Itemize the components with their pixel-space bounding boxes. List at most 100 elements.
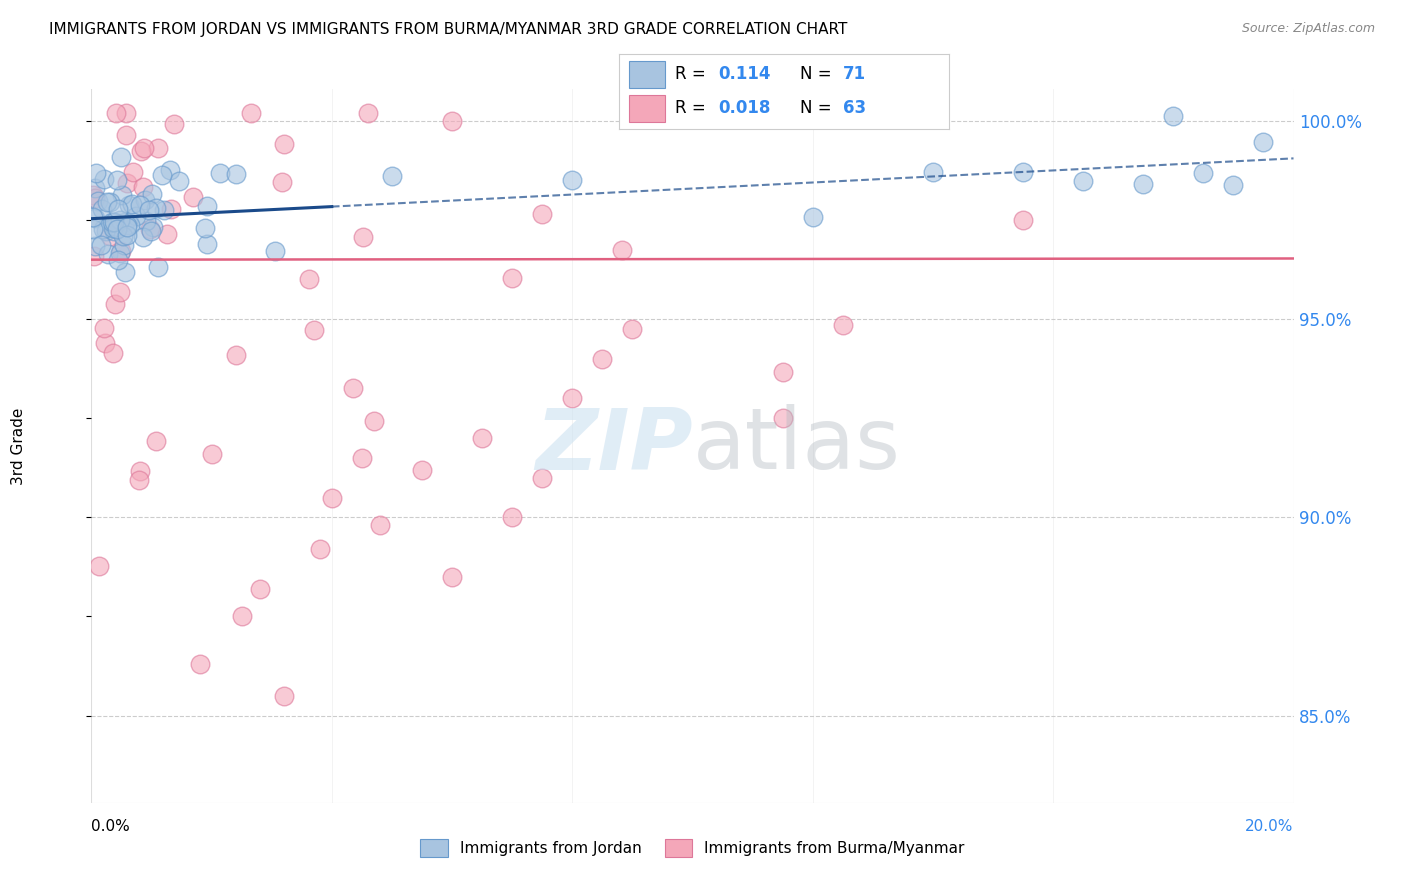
- Text: Source: ZipAtlas.com: Source: ZipAtlas.com: [1241, 22, 1375, 36]
- Point: [146, 141, 169, 155]
- Point: [531, 471, 554, 485]
- Point: [156, 227, 179, 241]
- Point: [363, 413, 385, 427]
- Point: [94, 335, 117, 350]
- Point: [471, 431, 494, 445]
- Point: [87, 194, 110, 208]
- Point: [209, 166, 232, 180]
- Point: [118, 218, 141, 232]
- Point: [132, 180, 155, 194]
- Point: [501, 510, 523, 524]
- Point: [1161, 109, 1184, 123]
- Point: [84, 181, 107, 195]
- Point: [440, 113, 463, 128]
- Point: [610, 243, 633, 257]
- Text: 3rd Grade: 3rd Grade: [11, 408, 25, 484]
- Point: [103, 221, 125, 235]
- Bar: [628, 62, 665, 87]
- Point: [101, 215, 124, 229]
- Point: [111, 187, 134, 202]
- Point: [153, 203, 176, 218]
- Point: [145, 201, 167, 215]
- Point: [139, 224, 162, 238]
- Point: [98, 194, 121, 209]
- Text: IMMIGRANTS FROM JORDAN VS IMMIGRANTS FROM BURMA/MYANMAR 3RD GRADE CORRELATION CH: IMMIGRANTS FROM JORDAN VS IMMIGRANTS FRO…: [49, 22, 848, 37]
- Text: 63: 63: [844, 100, 866, 118]
- Point: [84, 211, 107, 226]
- Point: [368, 518, 391, 533]
- Point: [298, 272, 321, 286]
- Point: [115, 228, 138, 243]
- Text: 0.018: 0.018: [718, 100, 770, 118]
- Point: [115, 220, 138, 235]
- Point: [84, 166, 107, 180]
- Text: N =: N =: [800, 65, 837, 83]
- Point: [114, 106, 136, 120]
- Point: [110, 244, 132, 259]
- Point: [129, 144, 152, 158]
- Point: [103, 219, 125, 233]
- Point: [249, 582, 271, 596]
- Point: [150, 168, 173, 182]
- Point: [357, 106, 380, 120]
- Point: [110, 150, 132, 164]
- Point: [110, 213, 132, 227]
- Point: [264, 244, 287, 259]
- Point: [273, 136, 295, 151]
- Point: [231, 609, 253, 624]
- Point: [195, 237, 218, 252]
- Point: [801, 211, 824, 225]
- Point: [124, 209, 146, 223]
- Point: [273, 689, 295, 703]
- Point: [181, 190, 204, 204]
- Point: [225, 348, 247, 362]
- Point: [82, 188, 104, 202]
- Point: [1012, 213, 1035, 227]
- Text: 20.0%: 20.0%: [1246, 819, 1294, 834]
- Point: [621, 322, 644, 336]
- Point: [591, 351, 613, 366]
- Point: [107, 252, 129, 267]
- Point: [121, 197, 143, 211]
- Point: [83, 239, 105, 253]
- Point: [321, 491, 343, 505]
- Point: [561, 173, 583, 187]
- Point: [101, 346, 124, 360]
- Text: atlas: atlas: [692, 404, 900, 488]
- Point: [350, 450, 373, 465]
- Point: [138, 202, 160, 217]
- Point: [352, 230, 374, 244]
- Point: [1253, 135, 1275, 149]
- Point: [91, 202, 114, 217]
- Point: [103, 297, 125, 311]
- Point: [304, 323, 326, 337]
- Point: [97, 246, 120, 260]
- Point: [121, 165, 143, 179]
- Point: [308, 542, 330, 557]
- Point: [82, 210, 104, 224]
- Point: [89, 558, 111, 573]
- Point: [111, 229, 134, 244]
- Point: [110, 245, 132, 260]
- Text: 0.0%: 0.0%: [91, 819, 131, 834]
- Point: [114, 215, 136, 229]
- Point: [922, 165, 945, 179]
- Point: [135, 214, 157, 228]
- Point: [82, 222, 104, 236]
- Point: [772, 411, 794, 425]
- Point: [440, 570, 463, 584]
- Point: [160, 202, 183, 216]
- Point: [105, 222, 128, 236]
- Text: N =: N =: [800, 100, 837, 118]
- Point: [96, 224, 118, 238]
- Point: [93, 321, 115, 335]
- Point: [159, 163, 181, 178]
- Point: [381, 169, 404, 183]
- Point: [132, 140, 155, 154]
- Point: [1192, 166, 1215, 180]
- Point: [105, 173, 128, 187]
- Point: [132, 230, 155, 244]
- Point: [225, 167, 247, 181]
- Point: [103, 224, 125, 238]
- Point: [167, 174, 190, 188]
